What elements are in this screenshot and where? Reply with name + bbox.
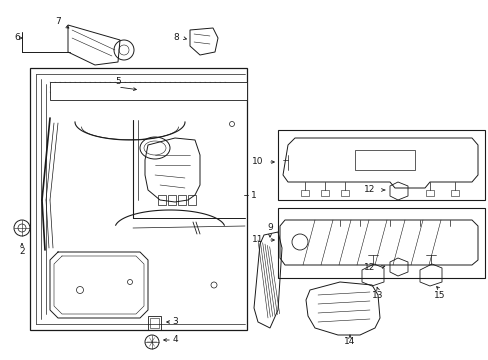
Text: 14: 14: [344, 338, 355, 346]
Text: 4: 4: [172, 336, 178, 345]
Bar: [354, 150, 414, 170]
Bar: [278, 130, 484, 200]
Bar: [50, 82, 246, 100]
Bar: [301, 190, 308, 196]
Bar: [450, 190, 458, 196]
Text: 2: 2: [19, 248, 25, 256]
Text: 5: 5: [115, 77, 121, 86]
Text: 9: 9: [266, 224, 272, 233]
Text: 10: 10: [252, 158, 263, 166]
Bar: [158, 195, 165, 205]
Text: 11: 11: [252, 235, 263, 244]
Text: 8: 8: [173, 33, 179, 42]
Text: 7: 7: [55, 18, 61, 27]
Bar: [340, 190, 348, 196]
Bar: [178, 195, 185, 205]
Text: 15: 15: [433, 291, 445, 300]
Text: 13: 13: [371, 291, 383, 300]
Text: 12: 12: [364, 262, 375, 271]
Text: 12: 12: [364, 185, 375, 194]
Bar: [168, 195, 176, 205]
Bar: [425, 190, 433, 196]
Text: 3: 3: [172, 318, 178, 327]
Bar: [320, 190, 328, 196]
Bar: [150, 318, 159, 328]
Bar: [30, 68, 246, 330]
Bar: [148, 316, 161, 330]
Text: 1: 1: [251, 190, 256, 199]
Text: 6: 6: [14, 33, 20, 42]
Bar: [187, 195, 196, 205]
Bar: [278, 208, 484, 278]
